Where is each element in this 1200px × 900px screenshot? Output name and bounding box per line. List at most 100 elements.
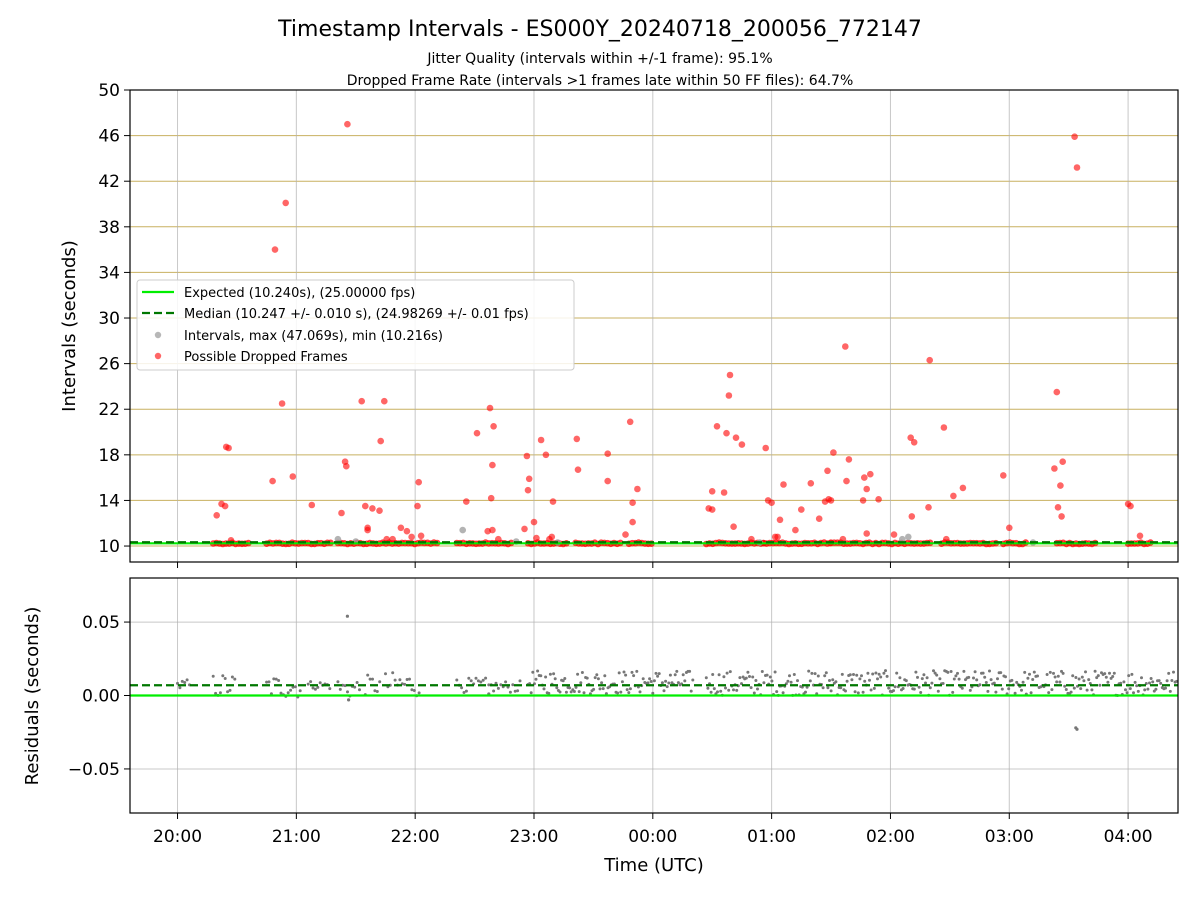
residual-point	[748, 675, 751, 678]
residual-point	[558, 690, 562, 694]
residual-point	[823, 674, 827, 678]
legend-median-label: Median (10.247 +/- 0.010 s), (24.98269 +…	[184, 307, 529, 322]
dropped-frame-point	[950, 492, 957, 500]
residual-point	[1013, 691, 1017, 695]
residual-point	[1133, 680, 1137, 684]
residual-point	[986, 689, 990, 693]
residual-point	[676, 681, 680, 685]
residual-point	[548, 672, 552, 676]
residual-point	[279, 691, 283, 695]
residual-point	[455, 678, 459, 682]
dropped-frame-point	[358, 397, 366, 405]
dropped-frame-point	[521, 525, 528, 533]
residual-point	[922, 673, 926, 677]
intervals-legend: Expected (10.240s), (25.00000 fps) Media…	[136, 279, 575, 371]
residual-point	[866, 671, 870, 675]
residual-point	[1050, 688, 1054, 692]
intervals-reference-lines	[130, 541, 1178, 545]
residual-point	[574, 685, 578, 689]
legend-box	[136, 279, 575, 371]
residual-point	[378, 680, 382, 684]
residual-point	[1130, 672, 1134, 676]
residual-point	[534, 677, 538, 681]
dropped-frame-point	[1073, 164, 1081, 171]
residual-point	[355, 681, 359, 684]
residual-point	[756, 687, 759, 691]
residual-point	[504, 680, 508, 684]
residual-point	[277, 679, 281, 682]
residual-point	[1146, 687, 1150, 691]
residual-point	[892, 689, 895, 693]
dropped-frame-point	[768, 499, 775, 507]
residual-point	[384, 672, 387, 676]
residual-point	[765, 673, 769, 677]
residual-point	[1077, 677, 1081, 681]
legend-intervals-label: Intervals, max (47.069s), min (10.216s)	[184, 329, 443, 344]
dropped-frame-point	[774, 533, 781, 541]
dropped-frame-point	[830, 449, 837, 456]
residuals-y-tick-label: −0.05	[68, 760, 120, 780]
residual-point	[688, 669, 692, 673]
residual-point	[628, 687, 632, 691]
residual-point	[218, 691, 222, 695]
dropped-frame-point	[524, 486, 532, 494]
residual-point	[336, 680, 340, 684]
residual-point	[807, 669, 811, 673]
dropped-frame-point	[1127, 502, 1134, 510]
dropped-frame-point	[495, 535, 502, 543]
residual-point	[709, 690, 713, 694]
residual-point	[313, 687, 317, 691]
residual-point	[773, 670, 777, 674]
residual-point	[579, 681, 583, 685]
residual-point	[853, 690, 857, 694]
residual-point	[719, 689, 723, 693]
residual-point	[1080, 675, 1084, 679]
residual-point	[821, 686, 825, 690]
residual-point	[735, 688, 739, 692]
residual-point	[481, 678, 485, 682]
dropped-frame-point	[907, 434, 914, 442]
residual-point	[1061, 671, 1065, 675]
intervals-y-tick-label: 30	[98, 309, 120, 329]
residual-point	[869, 688, 873, 692]
residual-point	[957, 677, 961, 681]
residual-point	[1108, 671, 1111, 675]
residual-point	[272, 677, 276, 681]
residual-point	[1029, 691, 1033, 695]
residual-point	[479, 680, 483, 684]
intervals-y-tick-label: 18	[98, 446, 120, 466]
residual-point	[1007, 687, 1011, 691]
residual-point	[265, 680, 269, 684]
residual-point	[824, 671, 828, 675]
residual-point	[654, 671, 658, 675]
residual-point	[1079, 687, 1083, 691]
residual-point	[1159, 681, 1163, 685]
residual-point	[760, 670, 764, 673]
intervals-y-tick-label: 46	[98, 127, 120, 147]
residual-point	[746, 670, 750, 674]
dropped-frame-point	[626, 418, 634, 426]
dropped-frame-point	[926, 356, 933, 364]
residual-point	[884, 669, 887, 673]
residual-point	[178, 686, 182, 690]
residuals-y-ticks: 0.05 0.00 −0.05	[68, 613, 130, 780]
residual-point	[185, 678, 189, 682]
residual-point	[1048, 670, 1052, 674]
dropped-frame-point	[369, 505, 376, 512]
residual-point	[408, 677, 411, 681]
dropped-frame-point	[720, 489, 728, 496]
residual-outlier-point	[347, 698, 351, 702]
dropped-frame-point	[549, 498, 557, 505]
residual-point	[542, 687, 546, 691]
residual-point	[289, 688, 293, 692]
time-x-tick-label: 00:00	[628, 827, 677, 847]
residual-point	[840, 672, 844, 676]
residual-point	[662, 689, 666, 693]
residual-point	[855, 673, 859, 677]
residual-point	[932, 669, 935, 673]
residual-point	[373, 689, 377, 693]
residual-point	[732, 688, 735, 692]
residual-point	[1028, 672, 1031, 676]
residual-point	[506, 685, 510, 689]
